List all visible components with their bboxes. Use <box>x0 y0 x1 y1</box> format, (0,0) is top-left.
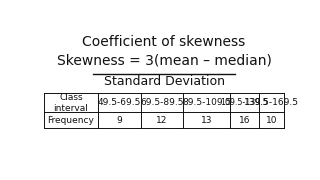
Text: Standard Deviation: Standard Deviation <box>103 75 225 89</box>
Text: 9: 9 <box>116 116 122 125</box>
Text: 139.5-169.5: 139.5-169.5 <box>244 98 299 107</box>
Text: 13: 13 <box>201 116 212 125</box>
Text: 89.5-109.5: 89.5-109.5 <box>182 98 231 107</box>
Text: 69.5-89.5: 69.5-89.5 <box>140 98 184 107</box>
Text: 16: 16 <box>238 116 250 125</box>
Text: Skewness = 3(mean – median): Skewness = 3(mean – median) <box>57 54 271 68</box>
Text: 49.5-69.5: 49.5-69.5 <box>98 98 141 107</box>
Text: 10: 10 <box>266 116 277 125</box>
Text: Coefficient of skewness: Coefficient of skewness <box>82 35 246 49</box>
Text: Frequency: Frequency <box>48 116 94 125</box>
Text: 109.5-139.5: 109.5-139.5 <box>220 98 268 107</box>
Text: Class
interval: Class interval <box>53 93 88 113</box>
Text: 12: 12 <box>156 116 168 125</box>
